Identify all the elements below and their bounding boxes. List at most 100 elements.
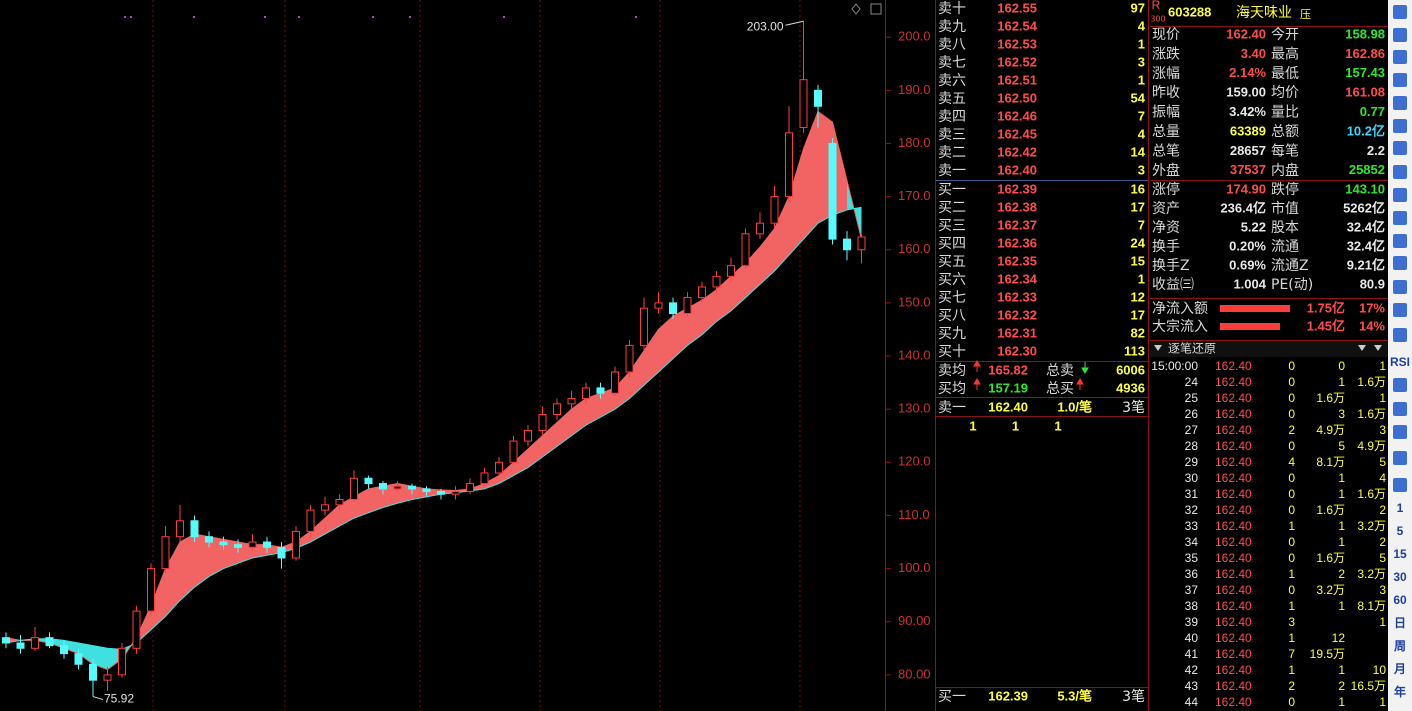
toolbar-button[interactable]: 年 <box>1394 684 1406 699</box>
bid-volume: 17 <box>1131 199 1145 214</box>
quote-value: 159.00 <box>1226 85 1266 100</box>
candle-body <box>683 297 692 315</box>
quote-label: 现价 <box>1152 27 1180 43</box>
quote-value: 63389 <box>1230 123 1266 138</box>
collapse-icon[interactable] <box>1154 345 1162 351</box>
quote-value: 162.86 <box>1345 46 1385 61</box>
quote-label: 涨幅 <box>1152 66 1180 82</box>
diamond-button[interactable] <box>851 3 861 15</box>
tick-volume: 0 <box>1288 391 1295 405</box>
ma-band <box>383 483 398 508</box>
tick-col-b: 3 <box>1379 583 1386 597</box>
ma-band <box>252 544 267 558</box>
ma-band <box>165 542 180 617</box>
y-tick-label: 130.0 <box>898 401 931 416</box>
candle-body <box>509 440 518 463</box>
candle-body <box>422 488 431 493</box>
candle-body <box>176 520 184 538</box>
quote-label: 收益㈢ <box>1152 277 1194 293</box>
tick-time: 15:00:00 <box>1151 359 1198 373</box>
tick-time: 24 <box>1185 375 1199 389</box>
filter-icons[interactable] <box>1358 345 1382 351</box>
bid-price: 162.34 <box>997 271 1038 286</box>
toolbar-button[interactable]: 5 <box>1397 524 1404 538</box>
toolbar-button[interactable]: 15 <box>1393 547 1407 561</box>
tick-time: 42 <box>1185 663 1199 677</box>
quote-label: 每笔 <box>1271 143 1299 159</box>
tick-col-b: 1.6万 <box>1357 375 1386 389</box>
quote-value: 174.90 <box>1226 181 1266 196</box>
candle-body <box>625 344 634 373</box>
ma-band <box>629 350 644 399</box>
ask-price: 162.54 <box>997 18 1038 33</box>
panel-borders <box>885 0 1388 711</box>
toolbar-button[interactable]: 月 <box>1393 662 1406 676</box>
tick-col-b: 4 <box>1379 471 1386 485</box>
quote-label: 最低 <box>1271 66 1299 82</box>
candle-body <box>828 142 837 240</box>
candle-body <box>393 485 402 490</box>
bid-volume: 12 <box>1131 289 1145 304</box>
toolbar-icons[interactable] <box>1393 5 1407 492</box>
candle-body <box>248 541 257 548</box>
tick-price: 162.40 <box>1215 583 1252 597</box>
tick-col-b: 8.1万 <box>1357 599 1386 613</box>
tick-volume: 1 <box>1288 567 1295 581</box>
ma-band <box>702 289 717 335</box>
tick-time: 26 <box>1185 407 1199 421</box>
toolbar-button[interactable]: 30 <box>1393 570 1407 584</box>
tick-time: 35 <box>1185 551 1199 565</box>
candle-body <box>132 610 141 649</box>
quote-value: 0.69% <box>1229 257 1266 272</box>
ma-band <box>673 308 688 359</box>
flow-label: 大宗流入 <box>1152 319 1208 335</box>
tick-time: 39 <box>1185 615 1199 629</box>
ask-price: 162.51 <box>997 72 1037 87</box>
toolbar-button[interactable]: 60 <box>1393 593 1407 607</box>
quote-label: 涨跌 <box>1152 46 1180 62</box>
toolbar-button[interactable]: 周 <box>1394 639 1406 653</box>
tick-price: 162.40 <box>1215 439 1252 453</box>
quote-value: 80.9 <box>1360 276 1385 291</box>
ask-price: 162.53 <box>997 36 1037 51</box>
candle-body <box>451 491 460 495</box>
candle-body <box>89 663 97 681</box>
candle-body <box>408 485 416 490</box>
tick-price: 162.40 <box>1215 487 1252 501</box>
bid-label: 买三 <box>938 218 966 234</box>
ask-volume: 54 <box>1131 90 1146 105</box>
candle-body <box>582 387 590 400</box>
ma-band <box>368 486 383 513</box>
quote-label: 内盘 <box>1271 162 1299 179</box>
quote-label: 昨收 <box>1152 85 1180 101</box>
tick-col-a: 3 <box>1338 407 1345 421</box>
bid-label: 买五 <box>938 254 966 270</box>
ma-band <box>615 371 630 410</box>
ask-price: 162.55 <box>997 0 1037 15</box>
quote-label: 股本 <box>1271 220 1299 236</box>
candle-body <box>118 647 126 676</box>
ma-band <box>542 422 557 457</box>
tick-time: 27 <box>1185 423 1199 437</box>
flow-share: 14% <box>1359 318 1385 333</box>
candle-body <box>277 546 286 559</box>
tick-volume: 0 <box>1288 551 1295 565</box>
tick-col-b: 1 <box>1379 615 1386 629</box>
last-bid-price: 162.39 <box>988 688 1028 703</box>
candle-body <box>596 387 605 394</box>
toolbar-button[interactable]: 日 <box>1394 616 1406 630</box>
quote-value: 162.40 <box>1226 26 1266 41</box>
chart-tools[interactable] <box>851 3 882 15</box>
toolbar-button[interactable]: RSI <box>1390 355 1410 369</box>
tick-price: 162.40 <box>1215 615 1252 629</box>
annotation-arrow <box>92 696 104 701</box>
stock-name: 海天味业 <box>1236 5 1292 21</box>
window-button[interactable] <box>870 3 882 15</box>
ask-label: 卖三 <box>938 127 966 143</box>
quote-label: 总量 <box>1152 124 1180 140</box>
tick-col-a: 3.2万 <box>1316 583 1345 597</box>
toolbar-button[interactable]: 1 <box>1397 501 1404 515</box>
bid-price: 162.36 <box>997 235 1037 250</box>
tick-col-a: 1.6万 <box>1316 503 1345 517</box>
